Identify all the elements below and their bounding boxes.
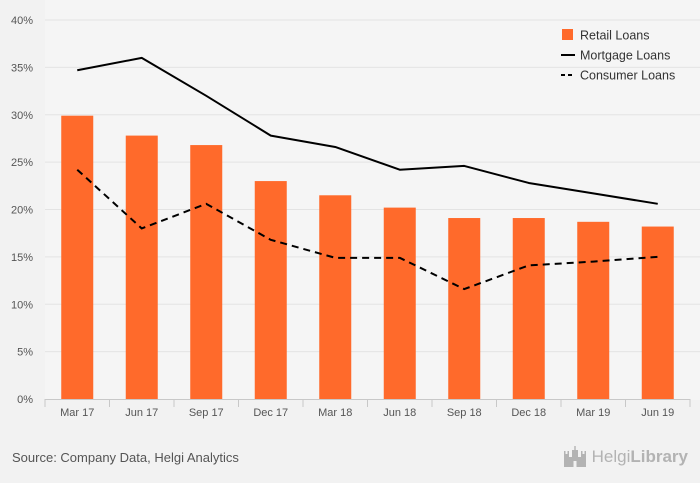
retail-loans-bar	[61, 115, 94, 399]
retail-loans-bar	[512, 218, 545, 399]
source-note: Source: Company Data, Helgi Analytics	[12, 450, 239, 465]
legend-label-consumer-loans: Consumer Loans	[580, 69, 675, 83]
x-tick-label: Jun 18	[383, 407, 416, 419]
x-axis: Mar 17 Jun 17 Sep 17 Dec 17 Mar 18 Jun 18 Sep …	[44, 399, 691, 419]
y-axis: 0% 5% 10% 15% 20% 25% 30% 35% 40%	[11, 15, 33, 406]
y-tick-label: 40%	[11, 15, 33, 27]
legend: Retail Loans Mortgage Loans Consumer Loans	[561, 29, 675, 83]
x-tick-label: Jun 17	[125, 407, 158, 419]
retail-loans-bar	[383, 207, 416, 399]
retail-loans-bar	[190, 145, 223, 399]
x-tick-label: Sep 18	[447, 407, 482, 419]
retail-loans-bars	[61, 115, 674, 399]
legend-label-retail-loans: Retail Loans	[580, 29, 650, 43]
retail-loans-bar	[577, 221, 610, 399]
footer: Source: Company Data, Helgi Analytics He…	[0, 440, 700, 483]
y-tick-label: 5%	[17, 347, 33, 359]
brand-logo: HelgiLibrary	[563, 446, 688, 468]
y-tick-label: 0%	[17, 394, 33, 406]
x-tick-label: Mar 19	[576, 407, 610, 419]
brand-name-part2: Library	[630, 447, 688, 466]
retail-loans-bar	[125, 135, 158, 399]
mortgage-loans-line	[77, 56, 658, 205]
x-tick-label: Dec 18	[511, 407, 546, 419]
y-tick-label: 10%	[11, 299, 33, 311]
y-tick-label: 35%	[11, 62, 33, 74]
legend-swatch-retail-loans	[562, 29, 573, 40]
loans-chart: 0% 5% 10% 15% 20% 25% 30% 35% 40% Mar 17 Jun 17 Se…	[10, 15, 700, 419]
x-tick-label: Mar 17	[60, 407, 94, 419]
retail-loans-bar	[254, 181, 287, 399]
brand-name-part1: Helgi	[591, 447, 631, 466]
legend-label-mortgage-loans: Mortgage Loans	[580, 49, 670, 63]
y-tick-label: 30%	[11, 110, 33, 122]
y-tick-label: 20%	[11, 205, 33, 217]
consumer-loans-line	[76, 168, 658, 291]
castle-icon	[563, 446, 586, 467]
x-tick-label: Dec 17	[253, 407, 288, 419]
x-tick-label: Sep 17	[189, 407, 224, 419]
series-lines	[76, 56, 658, 291]
retail-loans-bar	[319, 195, 352, 399]
x-tick-label: Mar 18	[318, 407, 352, 419]
retail-loans-bar	[641, 226, 674, 399]
retail-loans-bar	[448, 218, 481, 399]
x-tick-label: Jun 19	[641, 407, 674, 419]
y-tick-label: 15%	[11, 252, 33, 264]
y-tick-label: 25%	[11, 157, 33, 169]
